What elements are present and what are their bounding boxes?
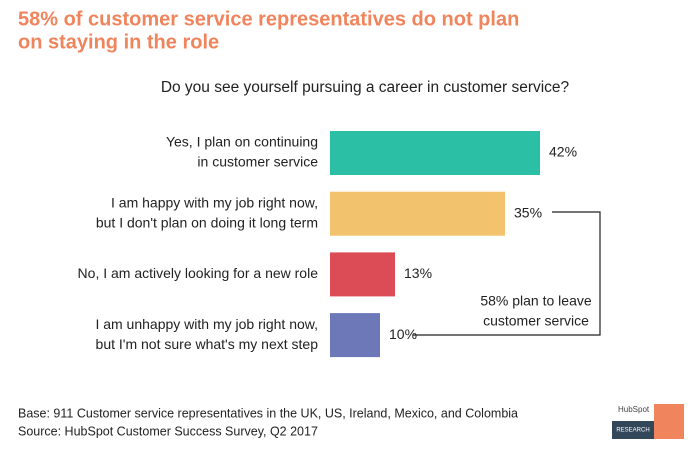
- value-label: 35%: [514, 204, 542, 220]
- category-label: in customer service: [197, 154, 318, 170]
- logo: HubSpot RESEARCH: [612, 404, 684, 439]
- category-label: I am unhappy with my job right now,: [95, 316, 318, 332]
- chart-title: on staying in the role: [18, 31, 219, 53]
- logo-label: RESEARCH: [616, 428, 649, 434]
- bar: [330, 131, 540, 175]
- value-label: 10%: [389, 326, 417, 342]
- bar: [330, 313, 380, 358]
- chart-subtitle: Do you see yourself pursuing a career in…: [161, 79, 570, 96]
- category-label: No, I am actively looking for a new role: [78, 265, 319, 281]
- logo-accent: [654, 404, 684, 439]
- footer-source: Source: HubSpot Customer Success Survey,…: [18, 424, 318, 438]
- bar: [330, 191, 505, 236]
- logo-box: [612, 421, 654, 439]
- annotation: 58% plan to leave: [480, 293, 592, 309]
- category-label: but I'm not sure what's my next step: [96, 336, 319, 352]
- bar: [330, 252, 395, 297]
- chart-title: 58% of customer service representatives …: [18, 8, 519, 30]
- category-label: Yes, I plan on continuing: [166, 134, 318, 150]
- bracket: [413, 211, 601, 336]
- annotation: customer service: [483, 313, 589, 329]
- category-label: but I don't plan on doing it long term: [96, 214, 318, 230]
- logo-brand: HubSpot: [618, 405, 650, 414]
- footer-base: Base: 911 Customer service representativ…: [18, 406, 518, 420]
- value-label: 42%: [549, 144, 577, 160]
- category-label: I am happy with my job right now,: [111, 194, 318, 210]
- value-label: 13%: [404, 265, 432, 281]
